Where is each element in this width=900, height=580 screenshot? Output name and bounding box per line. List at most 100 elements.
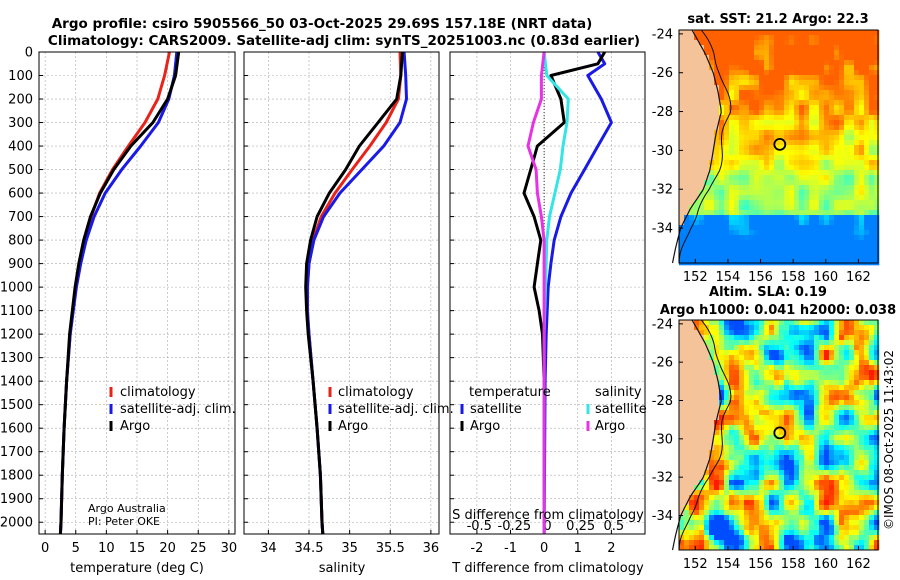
sla-map-cell	[789, 430, 795, 436]
sla-map-cell	[869, 415, 875, 421]
sst-map-cell	[854, 95, 860, 101]
sst-map-cell	[699, 210, 705, 216]
sst-map-cell	[779, 35, 785, 41]
sla-map-cell	[864, 405, 870, 411]
sst-map-cell	[789, 250, 795, 256]
sla-map-cell	[714, 500, 720, 506]
sst-map-cell	[829, 50, 835, 56]
sst-map-cell	[804, 165, 810, 171]
sla-map-cell	[679, 445, 685, 451]
sst-map-cell	[749, 145, 755, 151]
sla-map-cell	[789, 340, 795, 346]
sla-map-cell	[844, 480, 850, 486]
sst-map-cell	[819, 35, 825, 41]
sst-map-cell	[809, 245, 815, 251]
sla-map-cell	[864, 390, 870, 396]
sst-map-cell	[864, 165, 870, 171]
sst-map-cell	[719, 235, 725, 241]
sla-map-cell	[689, 415, 695, 421]
sla-map-cell	[824, 440, 830, 446]
sst-map-cell	[689, 65, 695, 71]
sla-map-cell	[864, 335, 870, 341]
sla-map-cell	[829, 400, 835, 406]
sst-map-cell	[749, 100, 755, 106]
sst-map-cell	[684, 105, 690, 111]
sst-map-cell	[859, 200, 865, 206]
sst-map-cell	[844, 240, 850, 246]
sla-map-cell	[874, 395, 880, 401]
sst-map-cell	[834, 195, 840, 201]
sst-map-cell	[709, 240, 715, 246]
sla-map-cell	[804, 325, 810, 331]
sla-map-cell	[834, 460, 840, 466]
sla-map-cell	[864, 510, 870, 516]
sst-map-cell	[724, 35, 730, 41]
sst-map-cell	[849, 250, 855, 256]
sst-map-cell	[704, 45, 710, 51]
sst-map-cell	[709, 145, 715, 151]
sla-map-cell	[724, 440, 730, 446]
sla-map-cell	[859, 380, 865, 386]
sst-map-cell	[704, 180, 710, 186]
sst-map-cell	[819, 60, 825, 66]
y-tick-label: 1200	[0, 328, 33, 343]
sla-map-cell	[679, 345, 685, 351]
sst-map-cell	[714, 205, 720, 211]
sla-map-cell	[739, 375, 745, 381]
sst-map-cell	[729, 200, 735, 206]
sla-map-cell	[714, 485, 720, 491]
sst-map-cell	[699, 160, 705, 166]
y-tick-label: -28	[652, 105, 673, 120]
sst-map-cell	[744, 95, 750, 101]
sla-map-cell	[844, 485, 850, 491]
sst-map-cell	[814, 65, 820, 71]
sst-map-cell	[699, 175, 705, 181]
sst-map-cell	[769, 50, 775, 56]
sst-map-cell	[874, 85, 880, 91]
sst-map-cell	[784, 225, 790, 231]
sla-map-cell	[759, 385, 765, 391]
sst-map-cell	[739, 60, 745, 66]
sst-map-cell	[689, 200, 695, 206]
sla-map-cell	[764, 470, 770, 476]
sst-map-cell	[729, 30, 735, 36]
sla-map-cell	[804, 515, 810, 521]
sst-map-cell	[849, 210, 855, 216]
sla-map-cell	[769, 440, 775, 446]
sst-map-cell	[764, 85, 770, 91]
sla-map-cell	[839, 380, 845, 386]
sla-map-cell	[809, 495, 815, 501]
sla-map-cell	[724, 340, 730, 346]
sst-map-cell	[809, 55, 815, 61]
sla-map-cell	[709, 385, 715, 391]
sla-map-cell	[794, 440, 800, 446]
sst-map-cell	[834, 90, 840, 96]
sla-map-cell	[849, 455, 855, 461]
sst-map-cell	[844, 255, 850, 261]
sst-map-cell	[679, 135, 685, 141]
sst-map-cell	[849, 115, 855, 121]
sla-map-cell	[684, 530, 690, 536]
sst-map-cell	[834, 85, 840, 91]
sst-map-cell	[869, 235, 875, 241]
sla-map-cell	[749, 525, 755, 531]
sla-map-cell	[849, 365, 855, 371]
sst-map-cell	[744, 120, 750, 126]
sla-map-cell	[714, 530, 720, 536]
sla-map-cell	[804, 335, 810, 341]
sla-map-cell	[689, 520, 695, 526]
sst-map-cell	[809, 170, 815, 176]
sst-map-cell	[729, 40, 735, 46]
sst-map-cell	[849, 205, 855, 211]
sla-map-cell	[784, 470, 790, 476]
sst-map-cell	[819, 250, 825, 256]
sla-map-cell	[779, 430, 785, 436]
sla-map-cell	[809, 440, 815, 446]
sla-map-cell	[749, 445, 755, 451]
sla-map-cell	[864, 340, 870, 346]
sst-map-cell	[764, 110, 770, 116]
sla-map-cell	[839, 485, 845, 491]
sla-map-cell	[724, 470, 730, 476]
sst-map-cell	[734, 255, 740, 261]
sst-map-cell	[749, 35, 755, 41]
